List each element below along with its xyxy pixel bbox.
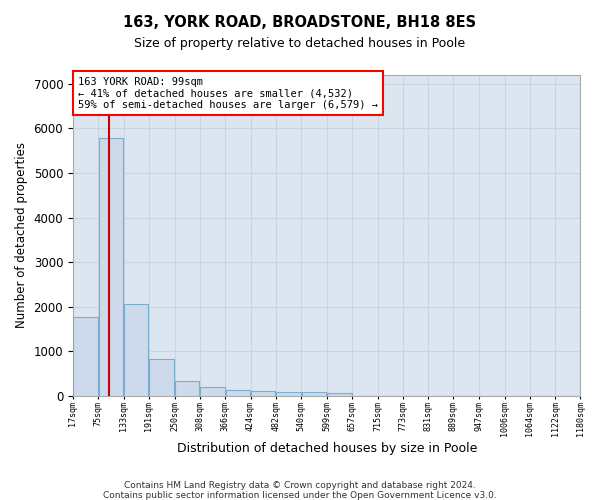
Text: Size of property relative to detached houses in Poole: Size of property relative to detached ho… xyxy=(134,38,466,51)
Bar xyxy=(73,316,98,396)
Bar xyxy=(276,392,301,396)
X-axis label: Distribution of detached houses by size in Poole: Distribution of detached houses by size … xyxy=(176,442,477,455)
Bar xyxy=(251,391,275,396)
Text: Contains public sector information licensed under the Open Government Licence v3: Contains public sector information licen… xyxy=(103,490,497,500)
Text: 163 YORK ROAD: 99sqm
← 41% of detached houses are smaller (4,532)
59% of semi-de: 163 YORK ROAD: 99sqm ← 41% of detached h… xyxy=(78,76,378,110)
Bar xyxy=(302,392,326,396)
Y-axis label: Number of detached properties: Number of detached properties xyxy=(15,142,28,328)
Bar xyxy=(175,380,199,396)
Bar xyxy=(226,390,250,396)
Text: 163, YORK ROAD, BROADSTONE, BH18 8ES: 163, YORK ROAD, BROADSTONE, BH18 8ES xyxy=(124,15,476,30)
Bar xyxy=(124,304,148,396)
Bar xyxy=(328,392,352,396)
Bar xyxy=(200,387,225,396)
Bar xyxy=(149,360,174,396)
Text: Contains HM Land Registry data © Crown copyright and database right 2024.: Contains HM Land Registry data © Crown c… xyxy=(124,482,476,490)
Bar xyxy=(98,138,123,396)
